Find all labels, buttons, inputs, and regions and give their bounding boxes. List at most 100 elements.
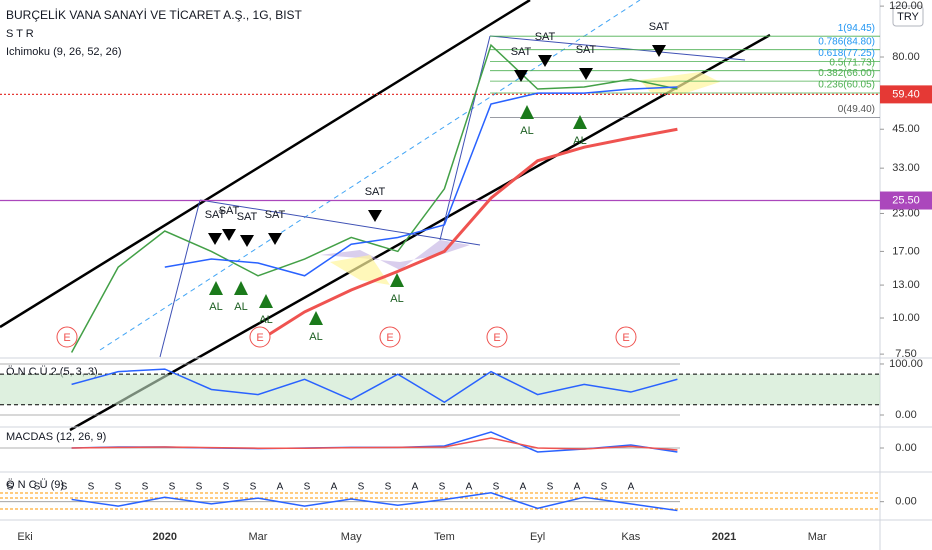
fib-label: 0.618(77.25) (818, 48, 875, 59)
indicator-label: Ichimoku (9, 26, 52, 26) (6, 46, 122, 58)
x-tick-label: May (341, 531, 362, 543)
sell-signal: SAT (219, 205, 240, 217)
buy-arrow (209, 281, 223, 295)
sell-signal: SAT (649, 21, 670, 33)
trend-line (159, 199, 201, 358)
y-tick-label: 120.00 (889, 0, 923, 12)
sell-arrow (579, 68, 593, 80)
event-label: E (256, 332, 263, 344)
x-tick-label: Tem (434, 531, 455, 543)
indicator-label: S T R (6, 28, 34, 40)
signal-marker: A (412, 482, 419, 493)
buy-arrow (234, 281, 248, 295)
signal-marker: S (250, 482, 257, 493)
series-line (70, 43, 678, 353)
sell-arrow (538, 55, 552, 67)
fib-label: 0.786(84.80) (818, 36, 875, 47)
buy-signal: AL (234, 301, 247, 313)
y-tick-label: 33.00 (892, 162, 920, 174)
y-tick-label: 0.00 (895, 409, 916, 421)
buy-signal: AL (209, 301, 222, 313)
fib-label: 1(94.45) (838, 23, 875, 34)
fib-label: 0.236(60.05) (818, 80, 875, 91)
trend-line (489, 35, 746, 61)
y-tick-label: 7.50 (895, 348, 916, 360)
sell-arrow (514, 70, 528, 82)
y-tick-label: 17.00 (892, 245, 920, 257)
currency-box[interactable] (892, 5, 924, 27)
sell-arrow (222, 229, 236, 241)
channel-line (0, 0, 531, 329)
currency: TRY (897, 11, 919, 23)
signal-marker: S (34, 482, 41, 493)
sell-signal: SAT (535, 31, 556, 43)
series-line (257, 127, 678, 343)
event-label: E (622, 332, 629, 344)
signal-marker: S (61, 482, 68, 493)
x-tick-label: 2021 (712, 531, 736, 543)
x-tick-label: Kas (621, 531, 640, 543)
sell-arrow (368, 210, 382, 222)
fib-label: 0.382(66.00) (818, 68, 875, 79)
fib-label: 0.5(71.73) (829, 57, 875, 68)
signal-marker: S (439, 482, 446, 493)
signal-marker: S (385, 482, 392, 493)
y-tick-label: 80.00 (892, 51, 920, 63)
sell-arrow (268, 233, 282, 245)
y-tick-label: 23.00 (892, 207, 920, 219)
series-line (71, 368, 678, 404)
panel-title: Ö N C Ü (9) (6, 479, 64, 491)
x-tick-label: Mar (808, 531, 827, 543)
sell-signal: SAT (576, 44, 597, 56)
x-tick-label: Mar (249, 531, 268, 543)
sell-signal: SAT (365, 186, 386, 198)
ichimoku-cloud (320, 240, 470, 270)
x-tick-label: 2020 (153, 531, 177, 543)
ichimoku-cloud (640, 72, 720, 95)
signal-marker: A (520, 482, 527, 493)
signal-marker: A (628, 482, 635, 493)
buy-signal: AL (520, 125, 533, 137)
sell-signal: SAT (205, 209, 226, 221)
signal-marker: S (88, 482, 95, 493)
signal-marker: S (196, 482, 203, 493)
buy-signal: AL (259, 314, 272, 326)
sell-arrow (240, 235, 254, 247)
sell-arrow (208, 233, 222, 245)
event-marker (486, 326, 508, 348)
trend-line (199, 199, 481, 246)
signal-marker: S (493, 482, 500, 493)
buy-signal: AL (309, 331, 322, 343)
buy-signal: AL (390, 293, 403, 305)
sell-signal: SAT (265, 209, 286, 221)
buy-arrow (520, 105, 534, 119)
event-label: E (63, 332, 70, 344)
signal-marker: S (223, 482, 230, 493)
price-badge-label: 25.50 (892, 194, 920, 206)
y-tick-label: 45.00 (892, 123, 920, 135)
ichimoku-cloud (330, 255, 390, 285)
signal-marker: S (142, 482, 149, 493)
event-marker (615, 326, 637, 348)
buy-arrow (259, 294, 273, 308)
chart-title: BURÇELİK VANA SANAYİ VE TİCARET A.Ş., 1G… (6, 8, 303, 22)
event-label: E (493, 332, 500, 344)
signal-marker: A (574, 482, 581, 493)
y-tick-label: 0.00 (895, 442, 916, 454)
y-tick-label: 0.00 (895, 496, 916, 508)
event-marker (379, 326, 401, 348)
x-tick-label: Eki (17, 531, 32, 543)
event-marker (249, 326, 271, 348)
sell-signal: SAT (511, 46, 532, 58)
event-marker (56, 326, 78, 348)
buy-arrow (390, 273, 404, 287)
signal-marker: A (331, 482, 338, 493)
x-tick-label: Eyl (530, 531, 545, 543)
buy-arrow (309, 311, 323, 325)
buy-arrow (573, 115, 587, 129)
signal-marker: S (169, 482, 176, 493)
price-badge-label: 59.40 (892, 88, 920, 100)
signal-marker: A (277, 482, 284, 493)
